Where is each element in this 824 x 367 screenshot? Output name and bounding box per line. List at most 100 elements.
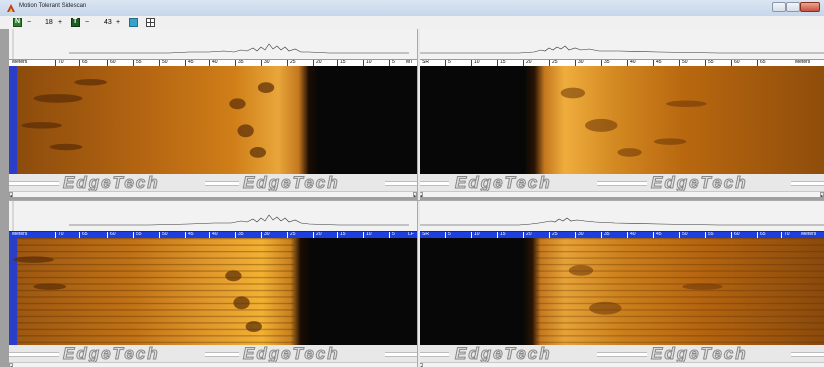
gain-value: 43 bbox=[104, 19, 112, 26]
ruler-label: Meters bbox=[12, 231, 28, 237]
horizontal-scrollbar[interactable]: ◂ ▸ bbox=[419, 191, 824, 198]
ruler-label: Meters bbox=[12, 59, 28, 65]
ruler-tick-label: 35 bbox=[601, 60, 610, 66]
grid-icon[interactable] bbox=[146, 18, 155, 27]
signal-trace bbox=[9, 201, 417, 232]
app-icon bbox=[7, 4, 15, 12]
ruler-tick-label: 70 bbox=[781, 232, 790, 238]
close-button[interactable] bbox=[800, 2, 820, 12]
ruler-tick-label: 10 bbox=[471, 60, 480, 66]
window-title: Motion Tolerant Sidescan bbox=[19, 3, 87, 9]
scroll-left-icon[interactable]: ◂ bbox=[9, 192, 13, 198]
ruler-label: SR bbox=[422, 231, 429, 237]
ruler-tick-label: 60 bbox=[731, 60, 740, 66]
ruler-tick-label: 60 bbox=[107, 60, 116, 66]
ruler-label: Meters bbox=[801, 231, 817, 237]
ruler-tick-label: 65 bbox=[79, 232, 88, 238]
watermark-banner: EdgeTech EdgeTech bbox=[419, 174, 824, 191]
port-channel-top: Meters 70 65 60 55 50 45 40 35 30 25 20 … bbox=[9, 29, 417, 200]
ruler-tick-label: 5 bbox=[389, 232, 395, 238]
range-increase-button[interactable]: + bbox=[58, 19, 63, 26]
ruler-tick-label: 5 bbox=[445, 60, 451, 66]
ruler-tick-label: 20 bbox=[313, 60, 322, 66]
ruler-tick-label: 35 bbox=[601, 232, 610, 238]
sonar-image bbox=[9, 66, 417, 174]
ruler-tick-label: 50 bbox=[679, 60, 688, 66]
ruler-tick-label: 15 bbox=[497, 232, 506, 238]
signal-trace bbox=[419, 29, 824, 60]
ruler-tick-label: 15 bbox=[337, 60, 346, 66]
watermark-text: EdgeTech bbox=[455, 174, 552, 191]
ruler-tick-label: 45 bbox=[653, 232, 662, 238]
sonar-image bbox=[419, 238, 824, 346]
minimize-button[interactable] bbox=[772, 2, 786, 12]
ruler-tick-label: 55 bbox=[133, 60, 142, 66]
ruler-label: Meters bbox=[795, 59, 811, 65]
vertical-splitter[interactable] bbox=[417, 29, 420, 367]
watermark-banner: EdgeTech EdgeTech bbox=[419, 345, 824, 362]
watermark-text: EdgeTech bbox=[243, 345, 340, 362]
watermark-text: EdgeTech bbox=[455, 345, 552, 362]
gain-increase-button[interactable]: + bbox=[116, 19, 121, 26]
ruler-tick-label: 40 bbox=[209, 232, 218, 238]
ruler-label: MT bbox=[406, 59, 414, 65]
ruler-tick-label: 35 bbox=[235, 232, 244, 238]
ruler-tick-label: 25 bbox=[287, 232, 296, 238]
ruler-tick-label: 65 bbox=[757, 60, 766, 66]
range-value: 18 bbox=[45, 19, 53, 26]
ruler-tick-label: 50 bbox=[159, 60, 168, 66]
ruler-tick-label: 15 bbox=[497, 60, 506, 66]
ruler-tick-label: 30 bbox=[575, 232, 584, 238]
ruler-tick-label: 30 bbox=[261, 232, 270, 238]
ruler-tick-label: 20 bbox=[523, 232, 532, 238]
ruler-tick-label: 30 bbox=[575, 60, 584, 66]
signal-trace bbox=[419, 201, 824, 232]
ruler-tick-label: 40 bbox=[627, 60, 636, 66]
ruler-tick-label: 60 bbox=[107, 232, 116, 238]
ruler-label: LF bbox=[408, 231, 414, 237]
ts-toggle-icon[interactable] bbox=[129, 18, 138, 27]
ruler-tick-label: 45 bbox=[185, 60, 194, 66]
scroll-right-icon[interactable]: ▸ bbox=[820, 192, 824, 198]
ruler-tick-label: 65 bbox=[79, 60, 88, 66]
ruler-tick-label: 70 bbox=[55, 232, 64, 238]
ruler-tick-label: 45 bbox=[653, 60, 662, 66]
scroll-left-icon[interactable]: ◂ bbox=[9, 363, 13, 367]
watermark-text: EdgeTech bbox=[63, 345, 160, 362]
ruler-tick-label: 55 bbox=[705, 60, 714, 66]
scroll-right-icon[interactable]: ▸ bbox=[413, 192, 417, 198]
watermark-text: EdgeTech bbox=[243, 174, 340, 191]
title-bar: Motion Tolerant Sidescan bbox=[0, 0, 824, 16]
ruler-tick-label: 40 bbox=[627, 232, 636, 238]
ruler-tick-label: 5 bbox=[389, 60, 395, 66]
horizontal-scrollbar[interactable]: ◂ bbox=[419, 362, 824, 367]
ruler-tick-label: 55 bbox=[133, 232, 142, 238]
ruler-tick-label: 65 bbox=[757, 232, 766, 238]
gain-decrease-button[interactable]: − bbox=[85, 19, 90, 26]
t-range-icon: T bbox=[71, 18, 80, 27]
horizontal-scrollbar[interactable]: ◂ bbox=[9, 362, 417, 367]
watermark-banner: EdgeTech EdgeTech bbox=[9, 174, 417, 191]
sonar-image bbox=[419, 66, 824, 174]
ruler-tick-label: 15 bbox=[337, 232, 346, 238]
maximize-button[interactable] bbox=[786, 2, 800, 12]
signal-trace bbox=[9, 29, 417, 60]
horizontal-splitter[interactable] bbox=[9, 200, 824, 201]
ruler-tick-label: 5 bbox=[445, 232, 451, 238]
ruler-tick-label: 50 bbox=[159, 232, 168, 238]
range-decrease-button[interactable]: − bbox=[27, 19, 32, 26]
starboard-channel-top: SR 5 10 15 20 25 30 35 40 45 50 55 60 65… bbox=[419, 29, 824, 200]
watermark-text: EdgeTech bbox=[651, 174, 748, 191]
starboard-channel-bottom: SR 5 10 15 20 25 30 35 40 45 50 55 60 65… bbox=[419, 201, 824, 367]
watermark-text: EdgeTech bbox=[63, 174, 160, 191]
ruler-tick-label: 50 bbox=[679, 232, 688, 238]
ruler-tick-label: 30 bbox=[261, 60, 270, 66]
port-channel-bottom: Meters 70 65 60 55 50 45 40 35 30 25 20 … bbox=[9, 201, 417, 367]
ruler-tick-label: 60 bbox=[731, 232, 740, 238]
watermark-banner: EdgeTech EdgeTech bbox=[9, 345, 417, 362]
horizontal-scrollbar[interactable]: ◂ ▸ bbox=[9, 191, 417, 198]
ruler-tick-label: 55 bbox=[705, 232, 714, 238]
ruler-tick-label: 45 bbox=[185, 232, 194, 238]
ruler-tick-label: 10 bbox=[471, 232, 480, 238]
